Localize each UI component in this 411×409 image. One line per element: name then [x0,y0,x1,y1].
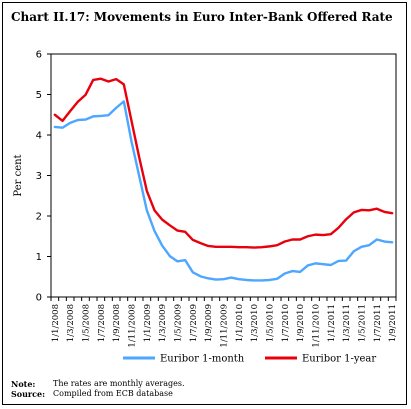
x-tick-label: 1/3/2009 [158,304,168,342]
source-label: Source: [11,389,46,399]
x-tick-label: 1/1/2010 [235,304,245,342]
x-tick-label: 1/11/2009 [220,304,230,348]
x-tick-label: 1/7/2011 [373,304,383,342]
x-tick-label: 1/7/2010 [281,304,291,342]
source-text: Compiled from ECB database [53,389,173,398]
x-tick-label: 1/9/2008 [112,304,122,342]
chart-title: Chart II.17: Movements in Euro Inter-Ban… [11,10,393,24]
notes: Note: The rates are monthly averages. So… [11,379,185,399]
legend: Euribor 1-month Euribor 1-year [123,354,376,365]
x-tick-label: 1/9/2010 [296,304,306,342]
y-tick-label: 6 [36,50,42,61]
note-row: Note: The rates are monthly averages. [11,379,185,389]
x-tick-label: 1/7/2009 [189,304,199,342]
y-axis-title: Per cent [13,154,24,196]
x-tick-label: 1/9/2009 [204,304,214,342]
y-tick-label: 0 [36,293,42,304]
x-tick-label: 1/5/2009 [174,304,184,342]
series-layer [53,77,394,282]
legend-label: Euribor 1-month [160,354,245,365]
axes: 0 1 2 3 4 5 6 Per cent 1/1/2008 1/3/2008 1/5/2008 1… [13,50,398,348]
x-tick-label: 1/5/2008 [82,304,92,342]
x-tick-label: 1/3/2008 [66,304,76,342]
x-tick-label: 1/1/2011 [327,304,337,342]
x-tick-label: 1/9/2011 [388,304,398,342]
x-tick-label: 1/5/2010 [266,304,276,342]
legend-label: Euribor 1-year [302,354,376,365]
x-tick-label: 1/3/2010 [250,304,260,342]
x-tick-label: 1/7/2008 [97,304,107,342]
x-tick-label: 1/3/2011 [342,304,352,342]
source-row: Source: Compiled from ECB database [11,389,185,399]
series-line-euribor-1-month [53,100,394,282]
x-tick-label: 1/11/2010 [312,304,322,348]
y-tick-label: 1 [36,252,42,263]
series-line-euribor-1-year [53,77,394,249]
y-tick-label: 4 [36,131,42,142]
x-tick-label: 1/1/2008 [51,304,61,342]
note-label: Note: [11,379,36,389]
y-tick-label: 5 [36,90,42,101]
x-tick-label: 1/11/2008 [128,304,138,348]
line-chart: 0 1 2 3 4 5 6 Per cent 1/1/2008 1/3/2008 1/5/2008 1… [13,50,398,365]
note-text: The rates are monthly averages. [53,379,185,388]
x-tick-label: 1/5/2011 [358,304,368,342]
x-tick-label: 1/1/2009 [143,304,153,342]
chart-frame: Chart II.17: Movements in Euro Inter-Ban… [2,2,407,405]
y-tick-label: 3 [36,171,42,182]
y-tick-label: 2 [36,212,42,223]
